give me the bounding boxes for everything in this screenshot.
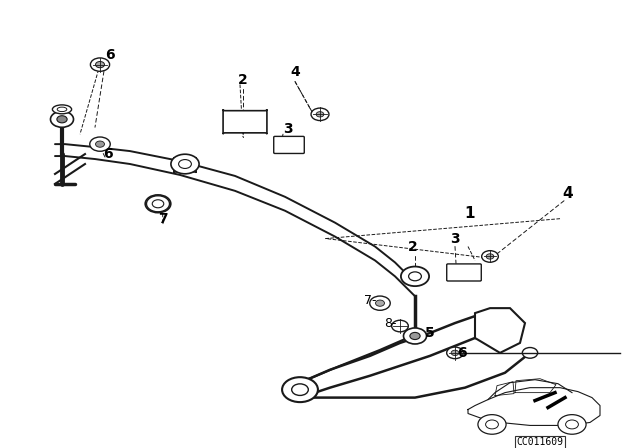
Text: 3: 3: [283, 122, 293, 136]
FancyBboxPatch shape: [173, 157, 196, 173]
Text: 7-: 7-: [364, 294, 376, 307]
Text: 4: 4: [290, 65, 300, 78]
Circle shape: [410, 332, 420, 340]
Text: 5: 5: [425, 326, 435, 340]
Polygon shape: [475, 308, 525, 353]
Text: 1: 1: [465, 206, 476, 221]
Circle shape: [370, 296, 390, 310]
Text: CC011609: CC011609: [516, 437, 563, 448]
Circle shape: [486, 254, 494, 259]
Circle shape: [482, 251, 499, 262]
Circle shape: [179, 159, 191, 168]
Ellipse shape: [57, 107, 67, 112]
Circle shape: [90, 58, 109, 71]
Circle shape: [447, 347, 463, 359]
FancyBboxPatch shape: [223, 109, 267, 134]
Circle shape: [95, 141, 104, 147]
Circle shape: [376, 300, 385, 306]
Text: 3: 3: [450, 232, 460, 246]
Circle shape: [403, 328, 426, 344]
Circle shape: [145, 195, 171, 213]
Circle shape: [558, 415, 586, 434]
Ellipse shape: [52, 105, 72, 114]
Text: 2: 2: [408, 240, 418, 254]
Text: 6: 6: [103, 147, 113, 161]
Circle shape: [282, 377, 318, 402]
Text: 6: 6: [457, 346, 467, 360]
Circle shape: [311, 108, 329, 121]
Circle shape: [408, 272, 421, 281]
Circle shape: [451, 350, 459, 356]
Circle shape: [57, 116, 67, 123]
Circle shape: [171, 154, 199, 174]
Circle shape: [90, 137, 110, 151]
Circle shape: [152, 200, 164, 208]
Circle shape: [292, 384, 308, 396]
Circle shape: [478, 415, 506, 434]
Circle shape: [316, 112, 324, 117]
Circle shape: [522, 348, 538, 358]
Circle shape: [95, 61, 104, 68]
FancyBboxPatch shape: [447, 264, 481, 281]
Circle shape: [486, 420, 499, 429]
Text: 7: 7: [158, 211, 168, 226]
Circle shape: [566, 420, 579, 429]
Text: 2: 2: [238, 73, 248, 86]
Circle shape: [392, 320, 408, 332]
Text: 8-: 8-: [384, 317, 396, 330]
Text: 6: 6: [105, 47, 115, 62]
FancyBboxPatch shape: [274, 136, 304, 154]
Text: 4: 4: [563, 186, 573, 201]
Circle shape: [401, 267, 429, 286]
Circle shape: [51, 111, 74, 127]
